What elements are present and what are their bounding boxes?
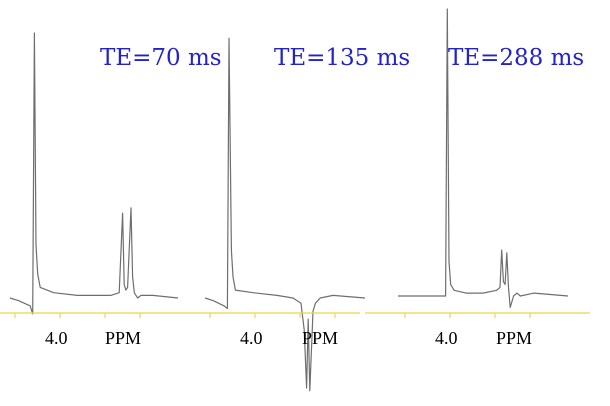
te288-tick-ppm: PPM <box>496 328 532 348</box>
te135-spectrum-trace <box>204 37 366 392</box>
te288-title: TE=288 ms <box>448 45 584 71</box>
te70-spectrum-trace <box>9 32 179 315</box>
te288-tick-4: 4.0 <box>435 328 458 348</box>
spectrum-panel-te70: TE=70 ms 4.0 PPM <box>0 32 222 348</box>
te135-title: TE=135 ms <box>274 45 410 71</box>
te135-tick-ppm: PPM <box>302 328 338 348</box>
te70-title: TE=70 ms <box>100 45 222 71</box>
te70-tick-4: 4.0 <box>45 328 68 348</box>
te288-spectrum-trace <box>398 8 569 309</box>
spectrum-panel-te135: TE=135 ms 4.0 PPM <box>178 37 410 392</box>
te70-tick-ppm: PPM <box>105 328 141 348</box>
spectrum-panel-te288: TE=288 ms 4.0 PPM <box>365 8 590 348</box>
te135-tick-4: 4.0 <box>240 328 263 348</box>
